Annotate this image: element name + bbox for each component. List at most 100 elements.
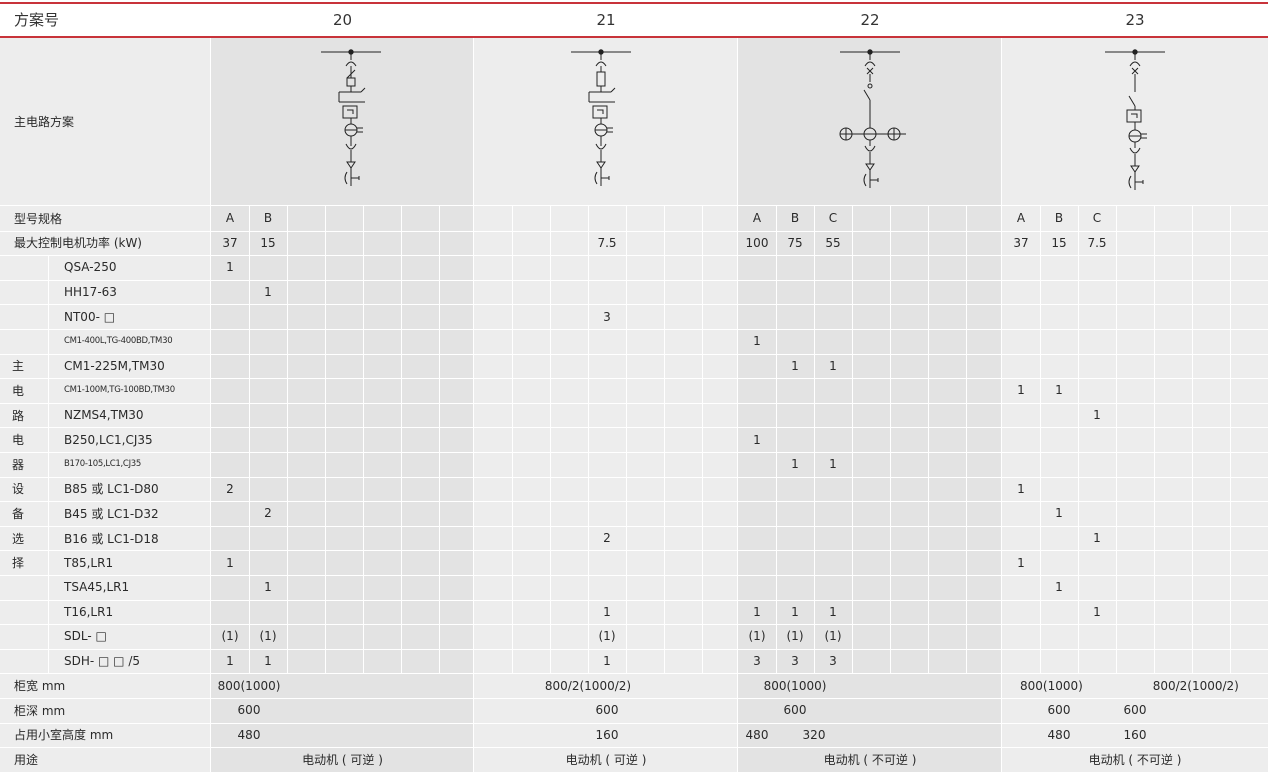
terminal-symbol: [865, 152, 875, 171]
row-line: [0, 648, 1268, 650]
column-line: [1040, 206, 1041, 674]
width-value: 800(1000): [763, 678, 827, 693]
matrix-value: 1: [1055, 506, 1063, 521]
width-value: 800(1000): [217, 678, 281, 693]
matrix-value: 1: [1093, 604, 1101, 619]
plugin-contact: [864, 52, 876, 67]
matrix-value: 2: [264, 506, 272, 521]
cable-terminal: [344, 168, 359, 186]
equipment-name: NT00- □: [64, 309, 116, 324]
row-line: [0, 255, 1268, 257]
equipment-name: TSA45,LR1: [64, 580, 130, 595]
circuit-diagram-3: [1105, 49, 1165, 190]
row-line: [0, 329, 1268, 330]
fuse-symbol: [346, 77, 355, 87]
power-value: 55: [825, 235, 841, 250]
column-line: [363, 206, 364, 674]
column-line: [664, 206, 665, 674]
model-code: B: [263, 211, 273, 226]
column-line: [928, 206, 929, 674]
matrix-value: 1: [1055, 383, 1063, 398]
power-value: 7.5: [1087, 235, 1107, 250]
column-line: [1230, 206, 1231, 674]
column-line: [1192, 206, 1193, 674]
row-line: [0, 427, 1268, 429]
scheme-number: 23: [1125, 10, 1145, 29]
power-value: 37: [1013, 235, 1029, 250]
scheme-number: 22: [860, 10, 880, 29]
depth-value: 600: [595, 703, 619, 718]
terminal-symbol: [1130, 154, 1140, 173]
power-value: 100: [745, 235, 769, 250]
row-line: [0, 673, 1268, 675]
use-value: 电动机 ( 可逆 ): [302, 752, 383, 767]
equipment-name: HH17-63: [64, 285, 117, 300]
outgoing-contact: [864, 145, 876, 152]
matrix-value: 1: [753, 604, 761, 619]
column-line: [890, 206, 891, 674]
equipment-name: B85 或 LC1-D80: [64, 482, 159, 497]
circuit-diagram-1: [571, 49, 631, 186]
matrix-value: 1: [226, 654, 234, 669]
depth-label: 柜深 mm: [14, 703, 66, 718]
matrix-value: 1: [226, 555, 234, 570]
breaker-symbol: [863, 89, 871, 116]
column-line: [439, 206, 440, 674]
matrix-value: 1: [791, 358, 799, 373]
circuit-diagram-2: [839, 49, 906, 188]
plugin-contact: [595, 52, 607, 67]
matrix-value: 2: [226, 481, 234, 496]
row-line: [0, 501, 1268, 503]
outgoing-contact: [1129, 147, 1141, 154]
column-line: [588, 206, 589, 674]
model-code: C: [1092, 211, 1102, 226]
use-value: 电动机 ( 不可逆 ): [1088, 752, 1182, 767]
equipment-name: QSA-250: [64, 260, 117, 275]
group-separator: [210, 38, 211, 772]
depth-value: 600: [783, 703, 807, 718]
column-line: [814, 206, 815, 674]
width-label: 柜宽 mm: [14, 679, 66, 694]
row-line: [0, 575, 1268, 576]
cable-terminal: [863, 170, 879, 188]
equipment-name: T85,LR1: [64, 555, 114, 570]
column-line: [966, 206, 967, 674]
contactor-box: [342, 105, 357, 119]
plugin-contact: [345, 52, 356, 67]
row-line: [0, 599, 1268, 601]
matrix-value: 1: [829, 604, 837, 619]
row-line: [0, 402, 1268, 404]
column-line: [626, 206, 627, 674]
width-value: 800/2(1000/2): [544, 678, 632, 693]
equipment-name: SDL- □: [64, 629, 107, 644]
matrix-value: 1: [264, 654, 272, 669]
row-line: [0, 525, 1268, 527]
equip-vertical-char: 主: [11, 359, 24, 374]
matrix-value: 1: [829, 457, 837, 472]
column-line: [1116, 206, 1117, 674]
matrix-value: (1): [786, 629, 804, 644]
row-line: [0, 698, 1268, 699]
breaker-symbol: [1128, 74, 1136, 110]
model-code: A: [225, 211, 235, 226]
matrix-value: 1: [829, 358, 837, 373]
equip-vertical-char: 选: [11, 531, 24, 546]
depth-value: 600: [237, 703, 261, 718]
terminal-symbol: [345, 150, 356, 169]
use-value: 电动机 ( 可逆 ): [565, 752, 647, 767]
plugin-contact: [1129, 52, 1141, 67]
model-code: A: [1016, 211, 1026, 226]
equip-vertical-char: 电: [11, 433, 24, 448]
row-line: [0, 771, 1268, 773]
top-red-rule: [0, 2, 1268, 4]
column-line: [1154, 206, 1155, 674]
matrix-value: 1: [226, 260, 234, 275]
matrix-value: (1): [598, 629, 616, 644]
matrix-value: 3: [791, 654, 799, 669]
scheme-number: 21: [596, 10, 616, 29]
disconnector-switch: [346, 66, 355, 79]
matrix-value: (1): [748, 629, 766, 644]
height-value: 480: [745, 727, 769, 742]
matrix-value: 3: [829, 654, 837, 669]
row-line: [0, 279, 1268, 281]
